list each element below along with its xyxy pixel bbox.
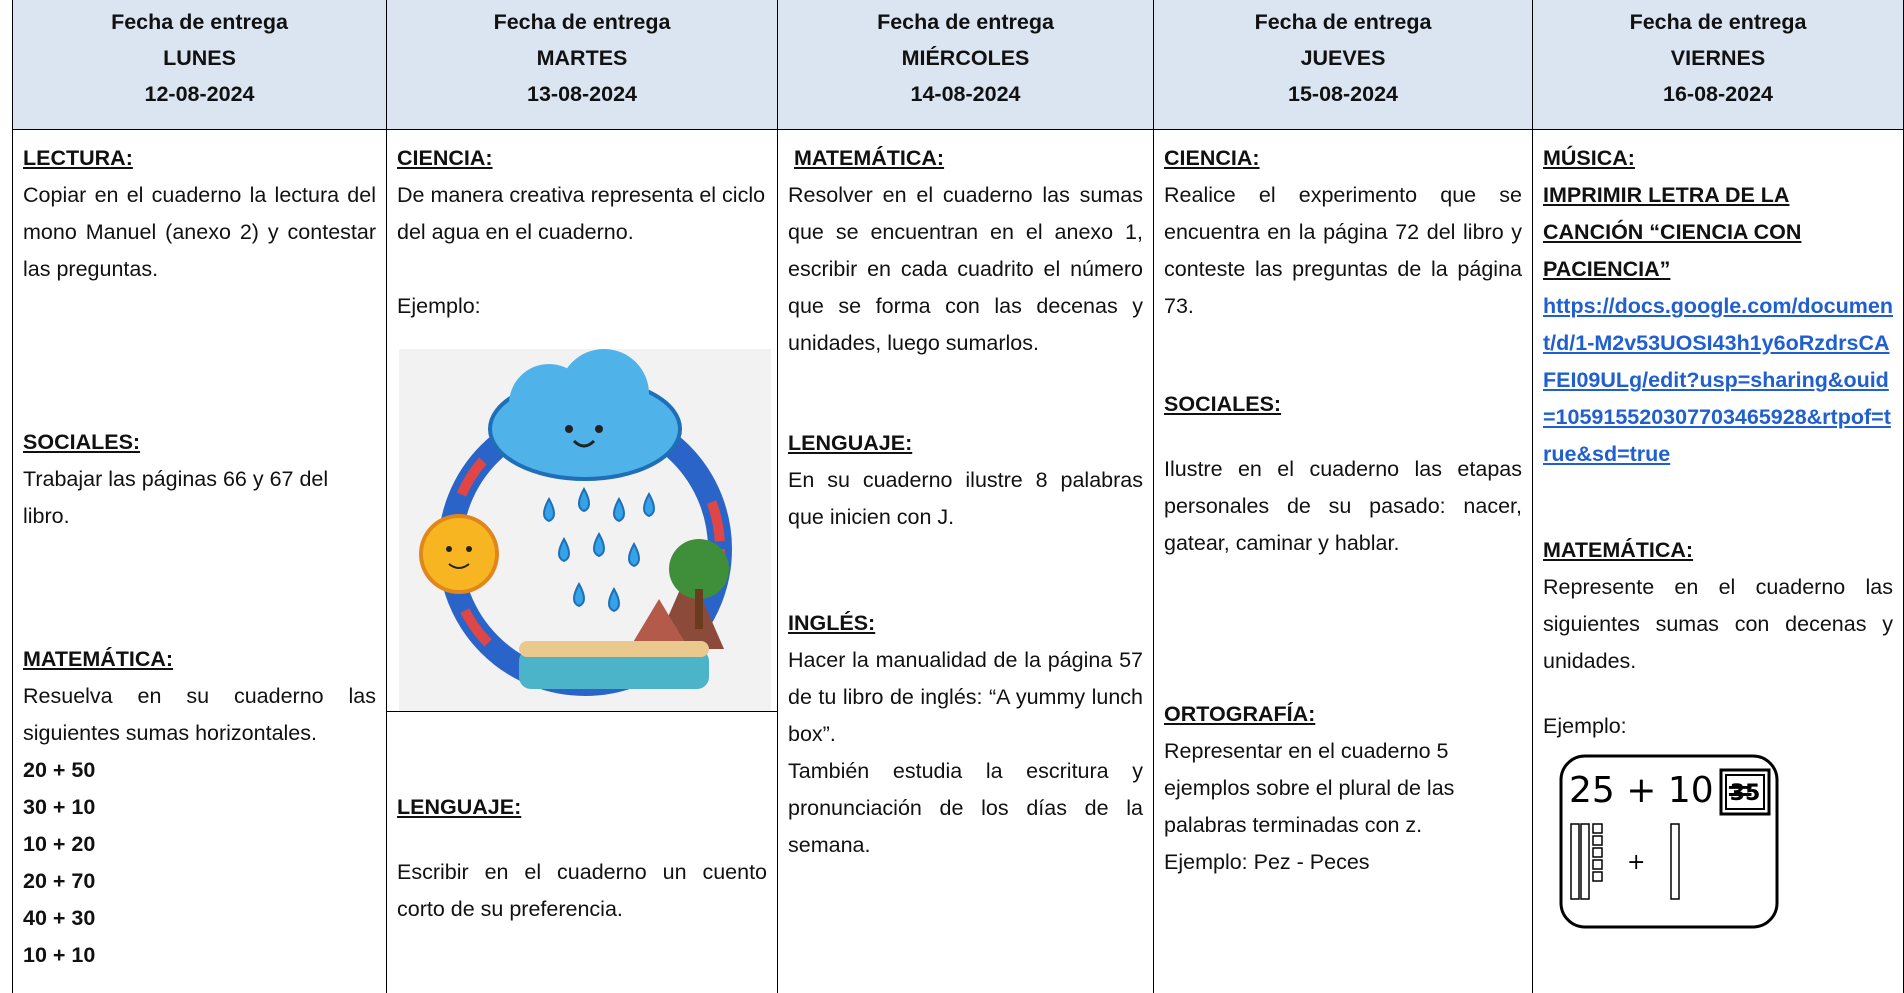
example-answer: 35: [1730, 781, 1761, 806]
task-block: MATEMÁTICA: Resolver en el cuaderno las …: [788, 140, 1143, 362]
task-text: Trabajar las páginas 66 y 67 del libro.: [23, 467, 329, 528]
header-label: Fecha de entrega: [111, 10, 288, 34]
subject: SOCIALES:: [23, 430, 141, 454]
task-block: INGLÉS: Hacer la manualidad de la página…: [788, 605, 1143, 864]
header-date: 14-08-2024: [910, 82, 1021, 106]
header-cell: Fecha de entrega LUNES 12-08-2024: [13, 0, 386, 130]
column-wednesday: Fecha de entrega MIÉRCOLES 14-08-2024 MA…: [777, 0, 1153, 993]
header-cell: Fecha de entrega MIÉRCOLES 14-08-2024: [778, 0, 1153, 130]
task-block: CIENCIA: De manera creativa representa e…: [397, 140, 767, 325]
header-date: 15-08-2024: [1288, 82, 1398, 106]
sum-item: 10 + 20: [23, 832, 96, 856]
header-day: MARTES: [536, 46, 628, 70]
header-day: VIERNES: [1670, 46, 1766, 70]
example-label: Ejemplo:: [1543, 714, 1627, 738]
task-text: Representar en el cuaderno 5 ejemplos so…: [1164, 739, 1455, 837]
sum-item: 30 + 10: [23, 795, 96, 819]
header-cell: Fecha de entrega JUEVES 15-08-2024: [1154, 0, 1532, 130]
task-text: De manera creativa representa el ciclo d…: [397, 183, 766, 244]
task-text: Copiar en el cuaderno la lectura del mon…: [23, 183, 376, 281]
task-block: SOCIALES: Trabajar las páginas 66 y 67 d…: [23, 424, 376, 535]
example-label: Ejemplo:: [397, 294, 481, 318]
sum-item: 10 + 10: [23, 943, 96, 967]
subject: LENGUAJE:: [397, 795, 522, 819]
task-text: También estudia la escritura y pronuncia…: [788, 759, 1143, 857]
task-block: MATEMÁTICA: Represente en el cuaderno la…: [1543, 532, 1893, 745]
task-block: MÚSICA: IMPRIMIR LETRA DE LA CANCIÓN “CI…: [1543, 140, 1893, 473]
sum-item: 20 + 50: [23, 758, 96, 782]
task-text: Resuelva en su cuaderno las siguientes s…: [23, 684, 376, 745]
subject: LENGUAJE:: [788, 431, 913, 455]
header-day: LUNES: [163, 46, 236, 70]
subject: LECTURA:: [23, 146, 133, 170]
header-day: MIÉRCOLES: [901, 46, 1030, 70]
subject: MÚSICA:: [1543, 146, 1635, 170]
subject: MATEMÁTICA:: [794, 146, 945, 170]
task-subtitle: IMPRIMIR LETRA DE LA CANCIÓN “CIENCIA CO…: [1543, 183, 1802, 281]
column-monday: Fecha de entrega LUNES 12-08-2024 LECTUR…: [12, 0, 386, 993]
subject: SOCIALES:: [1164, 392, 1282, 416]
column-tuesday: Fecha de entrega MARTES 13-08-2024 CIENC…: [386, 0, 777, 993]
task-text: Realice el experimento que se encuentra …: [1164, 183, 1522, 318]
task-block: LENGUAJE: En su cuaderno ilustre 8 palab…: [788, 425, 1143, 536]
header-day: JUEVES: [1300, 46, 1386, 70]
header-label: Fecha de entrega: [1629, 10, 1807, 34]
sum-item: 40 + 30: [23, 906, 96, 930]
task-block: SOCIALES: Ilustre en el cuaderno las eta…: [1164, 386, 1522, 562]
sum-list: 20 + 50 30 + 10 10 + 20 20 + 70 40 + 30 …: [23, 752, 376, 974]
sum-item: 20 + 70: [23, 869, 96, 893]
header-label: Fecha de entrega: [1254, 10, 1432, 34]
header-date: 12-08-2024: [144, 82, 255, 106]
water-cycle-image: [399, 349, 771, 711]
document-link[interactable]: https://docs.google.com/document/d/1-M2v…: [1543, 294, 1893, 466]
header-date: 16-08-2024: [1663, 82, 1773, 106]
image-rule: [387, 711, 777, 712]
column-friday: Fecha de entrega VIERNES 16-08-2024 MÚSI…: [1532, 0, 1904, 993]
header-label: Fecha de entrega: [877, 10, 1054, 34]
task-block: ORTOGRAFÍA: Representar en el cuaderno 5…: [1164, 696, 1522, 881]
task-block: LENGUAJE: Escribir en el cuaderno un cue…: [397, 789, 767, 928]
subject: INGLÉS:: [788, 611, 876, 635]
header-cell: Fecha de entrega MARTES 13-08-2024: [387, 0, 777, 130]
task-block: MATEMÁTICA: Resuelva en su cuaderno las …: [23, 641, 376, 974]
header-label: Fecha de entrega: [493, 10, 671, 34]
column-thursday: Fecha de entrega JUEVES 15-08-2024 CIENC…: [1153, 0, 1532, 993]
task-text: Resolver en el cuaderno las sumas que se…: [788, 183, 1143, 355]
subject: MATEMÁTICA:: [23, 647, 174, 671]
subject: ORTOGRAFÍA:: [1164, 702, 1316, 726]
task-text: Hacer la manualidad de la página 57 de t…: [788, 648, 1143, 746]
task-text: Represente en el cuaderno las siguientes…: [1543, 575, 1893, 673]
header-cell: Fecha de entrega VIERNES 16-08-2024: [1533, 0, 1903, 130]
task-text: En su cuaderno ilustre 8 palabras que in…: [788, 468, 1143, 529]
subject: MATEMÁTICA:: [1543, 538, 1694, 562]
subject: CIENCIA:: [1164, 146, 1260, 170]
task-text: Ejemplo: Pez - Peces: [1164, 850, 1370, 874]
task-text: Escribir en el cuaderno un cuento corto …: [397, 860, 767, 921]
example-expression: 25 + 10 =: [1569, 770, 1755, 811]
header-date: 13-08-2024: [527, 82, 637, 106]
task-block: CIENCIA: Realice el experimento que se e…: [1164, 140, 1522, 325]
task-text: Ilustre en el cuaderno las etapas person…: [1164, 457, 1522, 555]
svg-text:+: +: [1627, 850, 1645, 875]
task-block: LECTURA: Copiar en el cuaderno la lectur…: [23, 140, 376, 288]
sum-example-image: 25 + 10 = 35 +: [1559, 754, 1779, 929]
subject: CIENCIA:: [397, 146, 493, 170]
